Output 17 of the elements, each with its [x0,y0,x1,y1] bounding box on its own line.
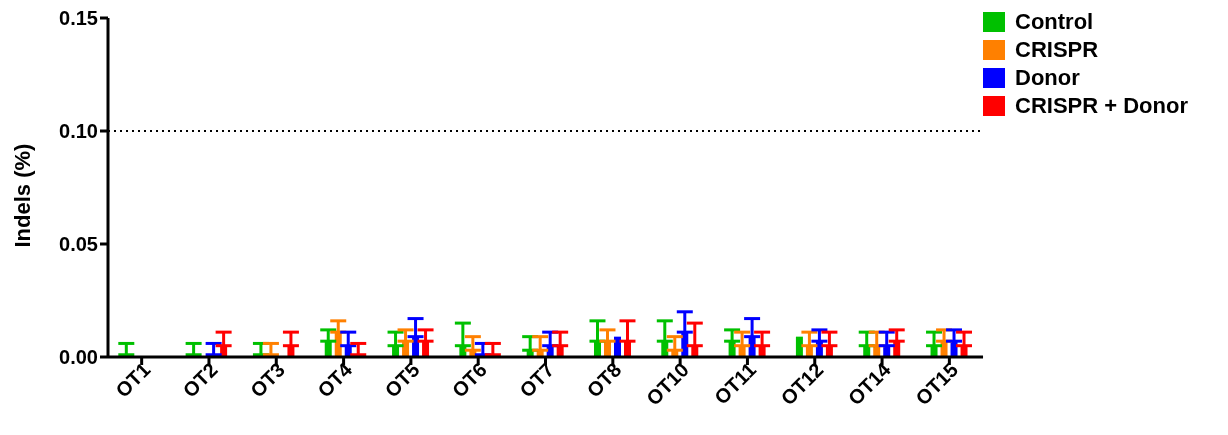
y-tick-label: 0.00 [59,346,98,369]
legend-label: CRISPR + Donor [1015,92,1188,120]
x-tick-label: OT4 [313,357,357,402]
x-tick-label: OT5 [380,358,424,402]
x-tick-label: OT6 [447,358,491,402]
y-tick-label: 0.15 [59,7,98,30]
legend-label: Donor [1015,64,1080,92]
y-axis-title: Indels (%) [9,143,35,248]
y-tick-label: 0.10 [59,120,98,143]
legend-label: CRISPR [1015,36,1099,64]
x-tick-label: OT7 [515,358,559,402]
legend-label: Control [1015,8,1094,36]
x-tick-label: OT3 [245,358,289,402]
x-tick-label: OT8 [582,358,626,402]
x-tick-label: OT2 [178,358,222,402]
x-tick-label: OT1 [111,358,155,402]
y-tick-label: 0.05 [59,233,98,256]
